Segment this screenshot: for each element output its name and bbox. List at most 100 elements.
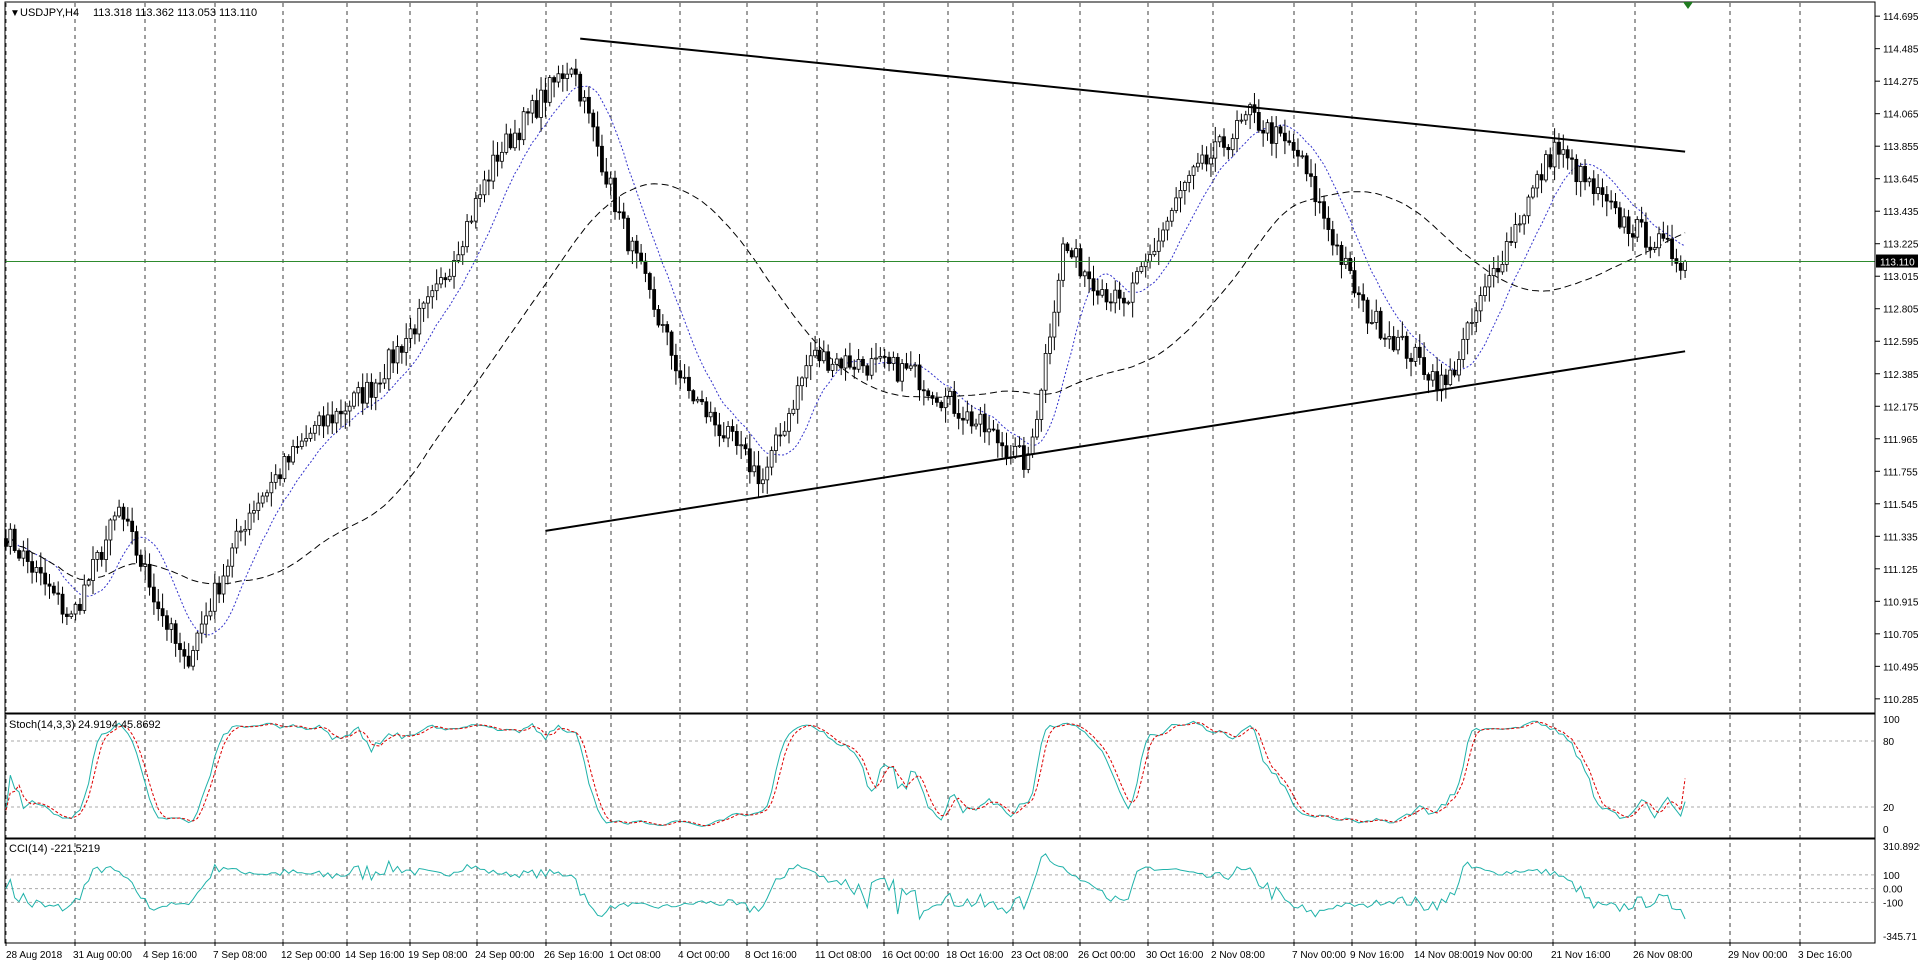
candle[interactable] [961,406,965,435]
candle[interactable] [630,237,635,265]
candle[interactable] [1609,190,1614,210]
candle[interactable] [1304,152,1309,182]
candle[interactable] [1544,150,1548,183]
candle[interactable] [647,271,652,299]
candle[interactable] [417,298,422,342]
candle[interactable] [47,574,52,599]
candle[interactable] [1209,143,1213,177]
candle[interactable] [1035,410,1039,440]
candle[interactable] [1370,309,1374,325]
candle[interactable] [921,380,926,406]
candle[interactable] [434,269,439,301]
candle[interactable] [613,170,617,220]
candle[interactable] [747,433,752,484]
candle[interactable] [1161,222,1165,248]
candle[interactable] [1113,280,1118,314]
candle[interactable] [1230,133,1235,157]
candle[interactable] [1600,178,1605,208]
candle[interactable] [230,543,235,578]
candle[interactable] [1365,297,1370,335]
candle[interactable] [652,276,657,318]
candle[interactable] [1317,188,1322,214]
candle[interactable] [569,67,574,78]
candle[interactable] [360,373,365,415]
candle[interactable] [1356,286,1361,309]
candle[interactable] [874,343,878,373]
candle[interactable] [1339,241,1344,279]
candle[interactable] [308,427,313,442]
candle[interactable] [1000,431,1005,458]
candle[interactable] [804,354,809,388]
candle[interactable] [1530,185,1535,200]
candle[interactable] [317,411,322,436]
candle[interactable] [117,499,121,518]
candle[interactable] [1457,351,1461,382]
candle[interactable] [1322,195,1326,230]
candle[interactable] [147,553,152,596]
candle[interactable] [634,234,639,269]
candle[interactable] [965,400,970,424]
candle[interactable] [621,202,626,230]
candle[interactable] [243,520,248,546]
candle[interactable] [21,540,26,567]
candle[interactable] [1470,308,1474,336]
candle[interactable] [943,387,948,423]
candle[interactable] [204,602,209,638]
candle[interactable] [25,538,30,574]
candle[interactable] [1404,331,1409,369]
candle[interactable] [969,404,974,434]
candle[interactable] [1152,237,1157,257]
candle[interactable] [269,471,274,507]
candle[interactable] [191,645,195,671]
candle[interactable] [8,523,13,555]
candle[interactable] [1296,138,1300,167]
candle[interactable] [908,351,913,372]
candle[interactable] [769,446,774,476]
candle[interactable] [91,546,95,595]
candle[interactable] [1065,241,1070,254]
candle[interactable] [38,552,43,586]
candle[interactable] [530,94,535,124]
candle[interactable] [1217,134,1222,148]
candle[interactable] [321,406,326,439]
candle[interactable] [939,400,944,412]
candle[interactable] [1574,154,1579,196]
candle[interactable] [1439,363,1444,402]
candle[interactable] [499,141,504,169]
candle[interactable] [1443,368,1448,399]
candle[interactable] [343,401,348,429]
symbol-dropdown-icon[interactable]: ▼ [10,8,20,19]
candle[interactable] [839,357,844,376]
candle[interactable] [369,373,374,410]
candle[interactable] [660,314,665,333]
candle[interactable] [665,321,670,346]
candle[interactable] [1352,257,1357,298]
candle[interactable] [151,573,156,615]
candle[interactable] [447,268,452,282]
candle[interactable] [212,573,217,620]
candle[interactable] [104,525,108,573]
candle[interactable] [1517,215,1522,233]
candle[interactable] [69,610,74,620]
candle[interactable] [1465,321,1470,355]
candle[interactable] [1074,239,1078,268]
candle[interactable] [221,563,226,603]
candle[interactable] [1156,227,1161,266]
candle[interactable] [1265,119,1270,141]
candle[interactable] [1091,265,1096,306]
candle[interactable] [1222,128,1226,157]
candle[interactable] [325,402,330,435]
candle[interactable] [112,511,117,531]
candle[interactable] [595,111,600,157]
candle[interactable] [717,412,722,447]
candle[interactable] [478,184,483,208]
candle[interactable] [573,58,578,87]
candle[interactable] [1513,212,1518,249]
candle[interactable] [1300,150,1305,159]
candle[interactable] [791,399,796,416]
candle[interactable] [991,420,996,432]
candle[interactable] [1078,244,1083,278]
candle[interactable] [178,632,182,663]
candle[interactable] [391,341,396,373]
